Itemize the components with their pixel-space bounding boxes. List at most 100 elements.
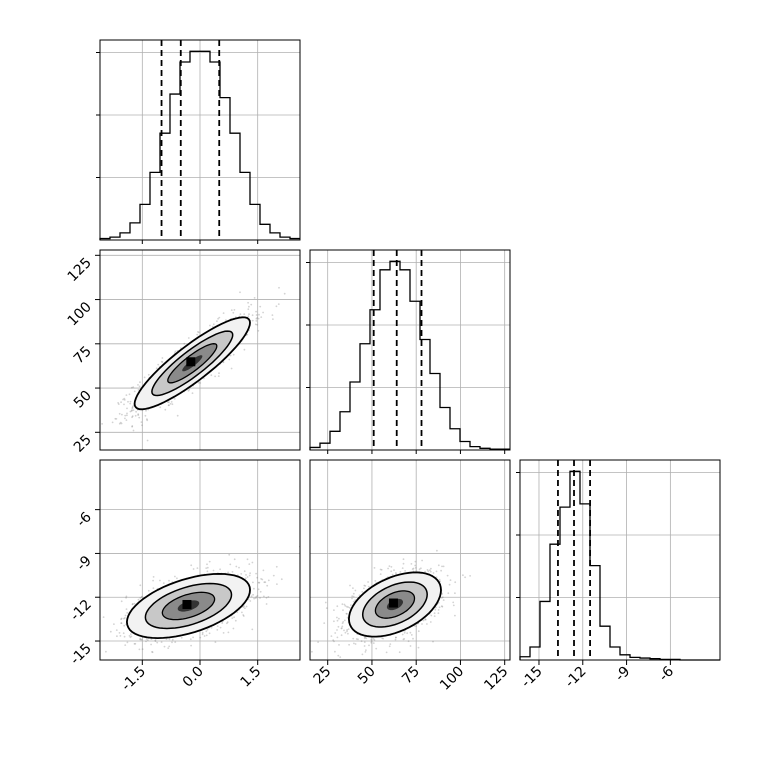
scatter-point: [360, 640, 363, 643]
scatter-point: [440, 605, 443, 607]
scatter-point: [167, 647, 170, 649]
histogram-param-2: [519, 470, 720, 661]
scatter-point: [250, 595, 253, 598]
scatter-point: [205, 567, 208, 569]
scatter-point: [409, 645, 412, 647]
scatter-point: [138, 648, 141, 651]
scatter-point: [138, 416, 141, 419]
scatter-point: [212, 323, 215, 326]
scatter-point: [337, 625, 340, 628]
scatter-point: [117, 403, 120, 405]
scatter-point: [198, 331, 200, 334]
scatter-point: [121, 413, 123, 416]
scatter-point: [251, 314, 254, 317]
scatter-point: [372, 638, 375, 640]
scatter-point: [347, 628, 350, 630]
tick-marks: [516, 472, 520, 598]
scatter-point: [216, 629, 219, 631]
scatter-point: [230, 367, 233, 370]
scatter-point: [201, 631, 204, 634]
scatter-point: [363, 587, 365, 590]
scatter-point: [222, 312, 225, 314]
y-tick-label: -12: [67, 597, 94, 624]
scatter-point: [132, 386, 135, 388]
scatter-point: [141, 424, 143, 427]
scatter-point: [159, 406, 162, 409]
scatter-point: [218, 372, 220, 375]
scatter-point: [390, 566, 393, 568]
scatter-point: [251, 319, 254, 322]
panel-hist-param-2: [516, 459, 721, 661]
scatter-point: [232, 311, 235, 314]
scatter-point: [380, 568, 383, 571]
scatter-point: [255, 572, 257, 575]
scatter-point: [341, 622, 344, 625]
scatter-point: [139, 638, 141, 641]
scatter-point: [364, 636, 367, 639]
scatter-point: [253, 597, 256, 600]
scatter-point: [219, 626, 222, 629]
scatter-point: [262, 569, 265, 572]
scatter-point: [122, 632, 125, 635]
scatter-point: [147, 589, 150, 592]
scatter-point: [205, 634, 208, 637]
scatter-point: [258, 581, 261, 584]
scatter-point: [152, 587, 155, 590]
panel-hist-param-0: [96, 39, 301, 241]
scatter-point: [120, 401, 122, 404]
scatter-point: [137, 414, 140, 416]
scatter-point: [143, 376, 146, 379]
scatter-point: [94, 653, 96, 655]
scatter-point: [211, 325, 214, 328]
y-tick-label: -9: [74, 553, 95, 574]
histogram-step-line: [519, 470, 720, 661]
scatter-point: [230, 309, 233, 311]
scatter-point: [389, 643, 392, 645]
scatter-point: [340, 627, 343, 630]
scatter-point: [239, 313, 242, 316]
scatter-point: [141, 595, 143, 598]
y-tick-label: 125: [65, 255, 95, 285]
scatter-point: [422, 619, 425, 622]
scatter-point: [336, 616, 338, 619]
scatter-point: [171, 641, 173, 644]
scatter-point: [203, 635, 206, 637]
x-tick-label: 125: [481, 664, 511, 694]
scatter-point: [434, 608, 437, 611]
scatter-point: [324, 601, 327, 604]
scatter-point: [231, 617, 234, 619]
scatter-point: [174, 641, 177, 643]
scatter-point: [239, 291, 241, 294]
scatter-point: [265, 596, 268, 599]
scatter-point: [330, 635, 333, 637]
x-tick-label: 25: [311, 664, 335, 688]
scatter-point: [206, 628, 209, 631]
scatter-point: [261, 578, 264, 581]
scatter-point: [243, 605, 246, 607]
y-tick-label: 50: [71, 388, 95, 412]
scatter-point: [275, 305, 278, 308]
scatter-point: [263, 595, 265, 598]
scatter-point: [248, 574, 251, 577]
scatter-point: [125, 596, 127, 599]
scatter-point: [346, 629, 348, 631]
scatter-point: [120, 618, 122, 621]
scatter-point: [388, 645, 391, 648]
scatter-point: [145, 640, 147, 643]
scatter-point: [421, 623, 423, 625]
x-tick-label: -6: [656, 663, 677, 684]
scatter-point: [128, 635, 131, 637]
scatter-point: [165, 638, 168, 640]
scatter-point: [159, 579, 161, 582]
scatter-point: [247, 315, 250, 318]
scatter-point: [155, 367, 158, 370]
scatter-point: [347, 606, 350, 608]
scatter-point: [140, 421, 143, 423]
scatter-point: [187, 337, 190, 339]
scatter-point: [131, 603, 134, 605]
scatter-point: [246, 576, 249, 578]
scatter-point: [120, 622, 123, 624]
scatter-point: [409, 631, 412, 634]
scatter-point: [192, 636, 194, 639]
